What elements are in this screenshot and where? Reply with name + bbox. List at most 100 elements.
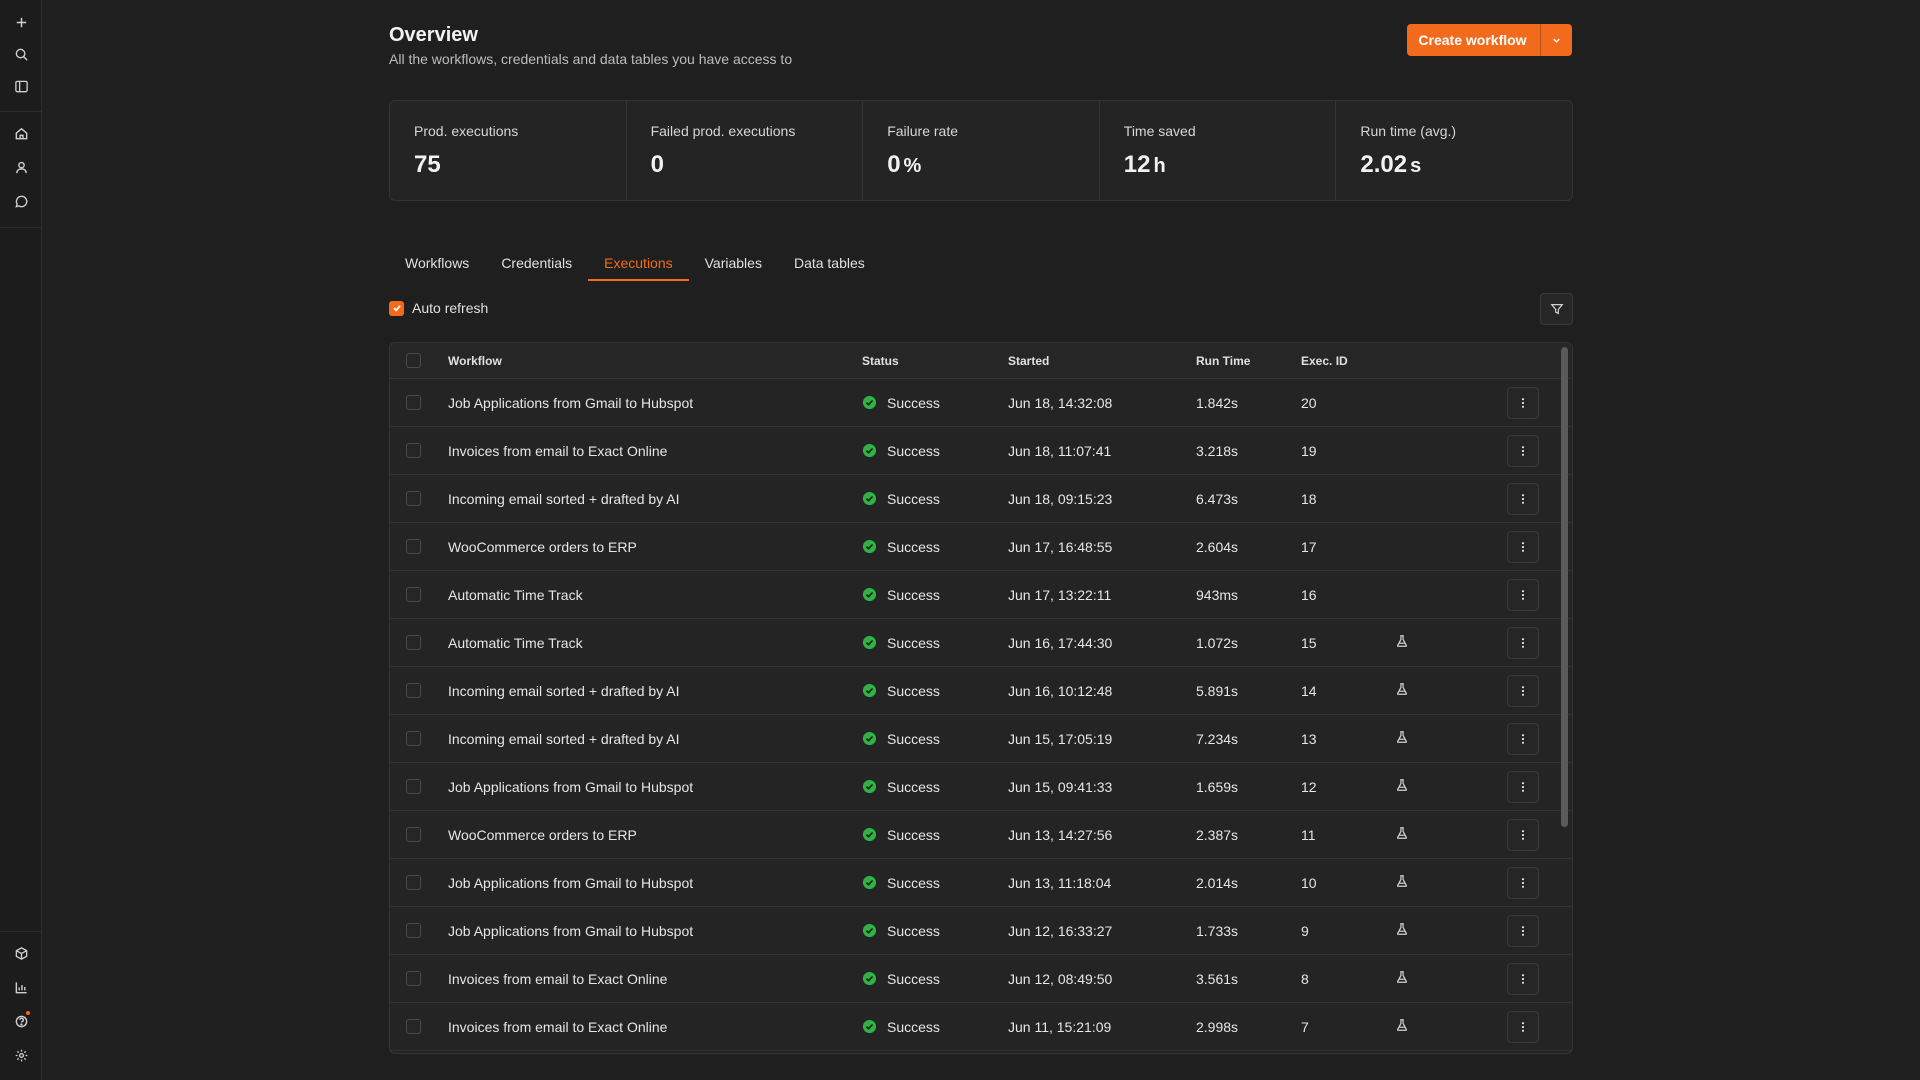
column-header-status[interactable]: Status <box>862 353 899 368</box>
row-checkbox[interactable] <box>406 539 421 554</box>
table-row[interactable]: Job Applications from Gmail to Hubspot Su… <box>390 859 1572 907</box>
table-row[interactable]: Job Applications from Gmail to Hubspot Su… <box>390 763 1572 811</box>
more-options-icon[interactable] <box>1507 722 1539 755</box>
row-checkbox[interactable] <box>406 395 421 410</box>
row-checkbox[interactable] <box>406 923 421 938</box>
tab-credentials[interactable]: Credentials <box>501 255 573 271</box>
row-checkbox[interactable] <box>406 635 421 650</box>
success-check-icon <box>862 443 877 458</box>
table-row[interactable]: Job Applications from Gmail to Hubspot Su… <box>390 907 1572 955</box>
stat-failure-rate[interactable]: Failure rate 0% <box>863 101 1100 200</box>
scrollbar[interactable] <box>1561 347 1568 827</box>
success-check-icon <box>862 779 877 794</box>
more-options-icon[interactable] <box>1507 626 1539 659</box>
workflow-name[interactable]: Automatic Time Track <box>448 634 583 651</box>
column-header-run-time[interactable]: Run Time <box>1196 353 1251 368</box>
insights-chart-icon[interactable] <box>8 974 34 1000</box>
user-icon[interactable] <box>8 154 34 180</box>
row-checkbox[interactable] <box>406 1019 421 1034</box>
workflow-name[interactable]: Invoices from email to Exact Online <box>448 1018 668 1035</box>
table-row[interactable]: Automatic Time Track Success Jun 17, 13:22… <box>390 571 1572 619</box>
stat-prod-executions[interactable]: Prod. executions 75 <box>390 101 627 200</box>
more-options-icon[interactable] <box>1507 770 1539 803</box>
table-row[interactable]: Job Applications from Gmail to Hubspot Su… <box>390 379 1572 427</box>
workflow-name[interactable]: Incoming email sorted + drafted by AI <box>448 490 680 507</box>
more-options-icon[interactable] <box>1507 386 1539 419</box>
workflow-name[interactable]: WooCommerce orders to ERP <box>448 826 637 843</box>
tab-executions[interactable]: Executions <box>588 248 689 281</box>
table-row[interactable]: WooCommerce orders to ERP Success Jun 13, … <box>390 811 1572 859</box>
sidebar-toggle-icon[interactable] <box>8 73 34 99</box>
workflow-name[interactable]: Invoices from email to Exact Online <box>448 442 668 459</box>
workflow-name[interactable]: Invoices from email to Exact Online <box>448 970 668 987</box>
table-row[interactable]: Incoming email sorted + drafted by AI Suc… <box>390 715 1572 763</box>
row-checkbox[interactable] <box>406 779 421 794</box>
workflow-name[interactable]: Incoming email sorted + drafted by AI <box>448 730 680 747</box>
more-options-icon[interactable] <box>1507 914 1539 947</box>
tab-workflows[interactable]: Workflows <box>405 255 470 271</box>
table-row[interactable]: Incoming email sorted + drafted by AI Suc… <box>390 475 1572 523</box>
manual-run-cell <box>1395 682 1507 699</box>
workflow-name[interactable]: Automatic Time Track <box>448 586 583 603</box>
more-options-icon[interactable] <box>1507 674 1539 707</box>
status-cell: Success <box>862 779 1008 795</box>
create-workflow-button[interactable]: Create workflow <box>1407 24 1572 56</box>
row-checkbox[interactable] <box>406 875 421 890</box>
workflow-name[interactable]: Job Applications from Gmail to Hubspot <box>448 394 694 411</box>
table-row[interactable]: Incoming email sorted + drafted by AI Suc… <box>390 667 1572 715</box>
chat-icon[interactable] <box>8 188 34 214</box>
more-options-icon[interactable] <box>1507 962 1539 995</box>
workflow-name[interactable]: WooCommerce orders to ERP <box>448 538 637 555</box>
create-workflow-label[interactable]: Create workflow <box>1418 32 1527 48</box>
more-options-icon[interactable] <box>1507 866 1539 899</box>
stat-failed-executions[interactable]: Failed prod. executions 0 <box>627 101 864 200</box>
row-checkbox[interactable] <box>406 587 421 602</box>
run-time: 2.387s <box>1196 826 1239 843</box>
workflow-name[interactable]: Incoming email sorted + drafted by AI <box>448 682 680 699</box>
filter-icon[interactable] <box>1540 293 1573 325</box>
workflow-name[interactable]: Job Applications from Gmail to Hubspot <box>448 922 694 939</box>
stat-time-saved[interactable]: Time saved 12 h <box>1100 101 1337 200</box>
home-icon[interactable] <box>8 120 34 146</box>
table-row[interactable]: Invoices from email to Exact Online Succe… <box>390 427 1572 475</box>
select-all-checkbox[interactable] <box>406 353 421 368</box>
search-icon[interactable] <box>8 41 34 67</box>
column-header-started[interactable]: Started <box>1008 353 1050 368</box>
row-checkbox[interactable] <box>406 683 421 698</box>
settings-gear-icon[interactable] <box>8 1042 34 1068</box>
column-header-workflow[interactable]: Workflow <box>448 353 502 368</box>
templates-icon[interactable] <box>8 940 34 966</box>
row-actions-cell <box>1507 914 1547 947</box>
auto-refresh-toggle[interactable]: Auto refresh <box>389 300 488 316</box>
row-checkbox[interactable] <box>406 491 421 506</box>
row-checkbox[interactable] <box>406 731 421 746</box>
more-options-icon[interactable] <box>1507 578 1539 611</box>
success-check-icon <box>862 683 877 698</box>
stat-run-time-avg[interactable]: Run time (avg.) 2.02 s <box>1336 101 1572 200</box>
row-checkbox[interactable] <box>406 443 421 458</box>
row-checkbox[interactable] <box>406 827 421 842</box>
row-checkbox[interactable] <box>406 971 421 986</box>
table-row[interactable]: WooCommerce orders to ERP Success Jun 17, … <box>390 523 1572 571</box>
more-options-icon[interactable] <box>1507 434 1539 467</box>
success-check-icon <box>862 1019 877 1034</box>
row-actions-cell <box>1507 674 1547 707</box>
column-header-exec-id[interactable]: Exec. ID <box>1301 353 1348 368</box>
page-subtitle: All the workflows, credentials and data … <box>389 51 793 67</box>
status-label: Success <box>887 730 940 747</box>
help-icon[interactable] <box>8 1008 34 1034</box>
workflow-name[interactable]: Job Applications from Gmail to Hubspot <box>448 874 694 891</box>
workflow-name[interactable]: Job Applications from Gmail to Hubspot <box>448 778 694 795</box>
auto-refresh-checkbox[interactable] <box>389 300 404 316</box>
tab-data-tables[interactable]: Data tables <box>793 255 865 271</box>
table-row[interactable]: Invoices from email to Exact Online Succe… <box>390 1003 1572 1051</box>
chevron-down-icon[interactable] <box>1540 24 1572 56</box>
table-row[interactable]: Invoices from email to Exact Online Succe… <box>390 955 1572 1003</box>
more-options-icon[interactable] <box>1507 530 1539 563</box>
more-options-icon[interactable] <box>1507 1010 1539 1043</box>
more-options-icon[interactable] <box>1507 482 1539 515</box>
tab-variables[interactable]: Variables <box>704 255 762 271</box>
more-options-icon[interactable] <box>1507 818 1539 851</box>
table-row[interactable]: Automatic Time Track Success Jun 16, 17:44… <box>390 619 1572 667</box>
plus-icon[interactable] <box>8 9 34 35</box>
